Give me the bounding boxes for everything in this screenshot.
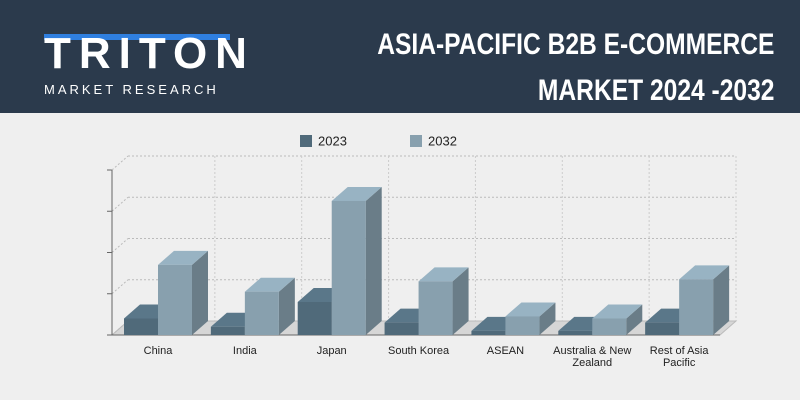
bar-top	[505, 302, 556, 317]
header: TRITON MARKET RESEARCH ASIA-PACIFIC B2B …	[0, 0, 800, 113]
x-tick-label: China	[143, 345, 173, 357]
bar-side	[539, 302, 556, 335]
x-tick-label: South Korea	[387, 345, 450, 357]
grid-line	[111, 155, 129, 171]
logo-bar	[44, 34, 230, 40]
logo-subtitle: MARKET RESEARCH	[44, 82, 219, 97]
bar	[505, 316, 540, 335]
bar	[244, 291, 279, 335]
grid-line	[111, 279, 129, 295]
bar	[331, 200, 366, 335]
bar	[679, 279, 714, 335]
x-tick-label: Australia & New Zealand	[553, 345, 632, 369]
bar	[418, 281, 453, 335]
legend-swatch	[410, 135, 422, 147]
bar	[124, 318, 158, 335]
bar	[158, 264, 192, 335]
bar-top	[418, 267, 469, 282]
x-tick-label: ASEAN	[486, 345, 525, 357]
bar-side	[365, 186, 382, 335]
bar-top	[244, 277, 295, 292]
legend-label: 2032	[428, 133, 457, 148]
bar	[297, 302, 332, 335]
bar-side	[626, 304, 643, 335]
legend-label: 2023	[318, 133, 347, 148]
bar-side	[278, 277, 295, 335]
grid-line	[111, 238, 129, 253]
x-tick-label: India	[232, 345, 257, 357]
x-tick-label: Japan	[316, 345, 347, 357]
bar	[471, 330, 506, 335]
title-line: MARKET 2024 -2032	[537, 74, 774, 107]
bar-side	[713, 265, 730, 335]
bar	[210, 326, 245, 335]
grid-line	[111, 196, 129, 212]
legend-swatch	[300, 135, 312, 147]
bar-side	[192, 250, 208, 335]
bar	[592, 318, 627, 335]
logo: TRITON	[44, 29, 255, 78]
title-line: ASIA-PACIFIC B2B E-COMMERCE	[376, 28, 774, 61]
x-tick-label: Rest of Asia Pacific	[649, 345, 709, 369]
bar-side	[452, 267, 469, 335]
bar	[384, 322, 419, 335]
bar-top	[592, 304, 643, 319]
bar-top	[331, 186, 382, 201]
bar-top	[158, 250, 208, 265]
bar	[558, 330, 593, 335]
bar-top	[679, 265, 730, 280]
bar	[645, 322, 680, 335]
